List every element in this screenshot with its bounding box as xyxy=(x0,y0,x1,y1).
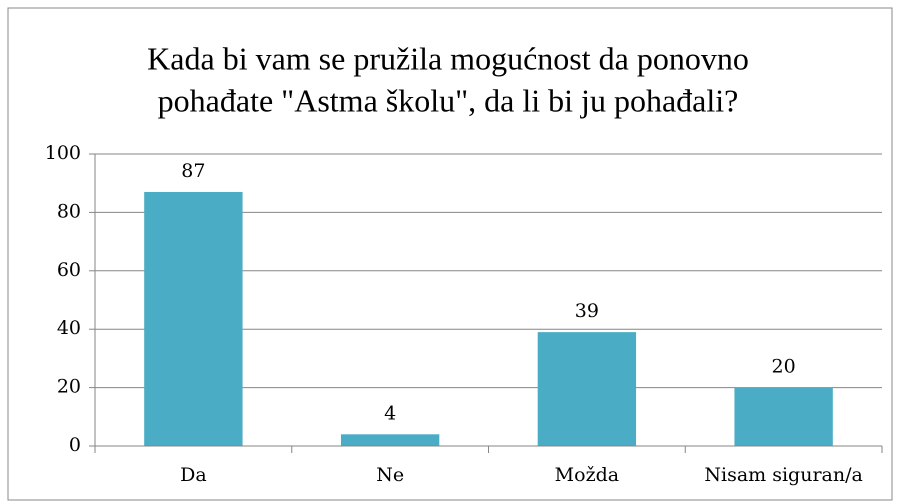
data-label: 4 xyxy=(384,402,396,424)
data-label: 87 xyxy=(181,160,205,182)
x-tick-label: Nisam siguran/a xyxy=(704,464,862,486)
y-tick-label: 0 xyxy=(69,434,81,456)
chart-title: Kada bi vam se pružila mogućnost da pono… xyxy=(147,40,749,76)
y-tick-label: 20 xyxy=(57,376,81,398)
y-tick-label: 40 xyxy=(57,317,81,339)
bar xyxy=(340,434,440,446)
y-tick-label: 80 xyxy=(57,200,81,222)
bar xyxy=(537,332,637,446)
bar xyxy=(144,191,243,446)
bar xyxy=(734,387,833,446)
y-tick-label: 100 xyxy=(45,142,81,164)
data-label: 39 xyxy=(575,300,599,322)
data-label: 20 xyxy=(772,356,796,378)
x-tick-label: Da xyxy=(180,464,207,486)
x-tick-label: Možda xyxy=(555,464,619,486)
y-tick-label: 60 xyxy=(57,259,81,281)
x-tick-label: Ne xyxy=(376,464,404,486)
chart-title: pohađate "Astma školu", da li bi ju poha… xyxy=(158,82,739,118)
